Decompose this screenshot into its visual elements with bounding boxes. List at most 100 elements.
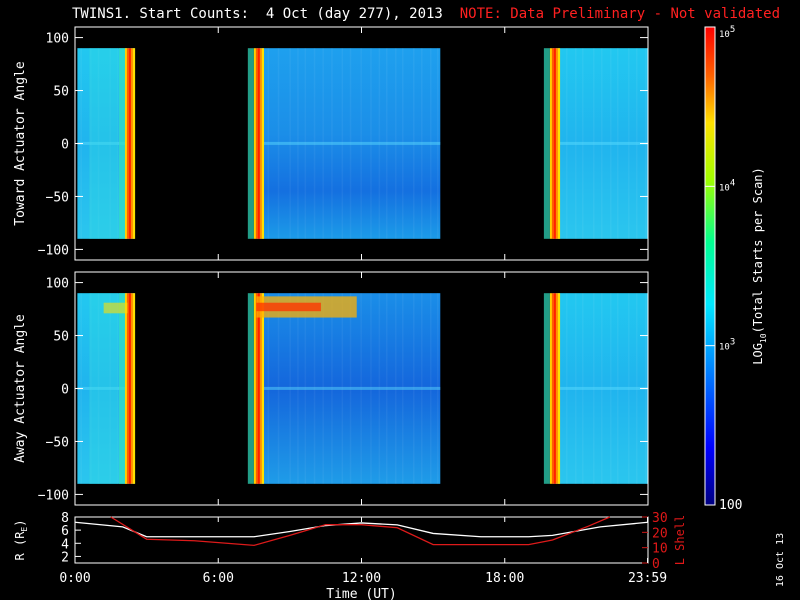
away-spin-spike-band (551, 293, 555, 484)
toward-texture-stripe (331, 48, 333, 239)
toward-texture-stripe (617, 48, 619, 239)
toward-segment (256, 48, 441, 239)
toward-spin-spike-band (253, 48, 257, 239)
away-spin-spike-band (124, 293, 128, 484)
figure-title: TWINS1. Start Counts: 4 Oct (day 277), 2… (72, 6, 780, 22)
orbit-lshell-line (110, 516, 611, 547)
away-texture-stripe (331, 293, 333, 484)
away-texture-stripe (289, 293, 291, 484)
away-spin-spike-band (261, 293, 265, 484)
away-texture-stripe (97, 293, 100, 484)
toward-spin-spike-glow (247, 48, 254, 239)
orbit-right-tick-label: 0 (652, 557, 660, 572)
away-ytick-label: 50 (53, 330, 69, 345)
toward-zero-band (256, 141, 441, 145)
away-spin-spike-band (253, 293, 257, 484)
toward-texture-stripe (628, 48, 630, 239)
orbit-left-tick-label: 8 (61, 511, 69, 526)
toward-texture-stripe (360, 48, 362, 239)
toward-texture-stripe (304, 48, 307, 239)
away-spin-spike-band (132, 293, 136, 484)
away-texture-stripe (313, 293, 316, 484)
toward-texture-stripe (267, 48, 270, 239)
colorbar-tick-base: 10 (719, 343, 730, 353)
orbit-left-label-end: ) (13, 520, 27, 527)
colorbar-label: LOG10(Total Starts per Scan) (751, 167, 768, 365)
away-spin-spike-band (257, 293, 261, 484)
away-texture-stripe (297, 293, 299, 484)
toward-texture-stripe (636, 48, 638, 239)
away-spin-spike-band (126, 293, 130, 484)
toward-spin-spike-band (132, 48, 136, 239)
toward-texture-stripe (437, 48, 439, 239)
colorbar-label-main: LOG (751, 343, 765, 365)
toward-zero-band (77, 141, 135, 145)
away-texture-stripe (617, 293, 619, 484)
away-texture-stripe (437, 293, 439, 484)
toward-texture-stripe (566, 48, 568, 239)
toward-segment (552, 48, 648, 239)
orbit-left-tick-label: 6 (61, 524, 69, 539)
away-high-band-left (103, 302, 128, 314)
away-spin-spike-band (549, 293, 553, 484)
away-green-tint (89, 293, 118, 484)
toward-ytick-label: 50 (53, 85, 69, 100)
away-spin-spike-glow (118, 293, 125, 484)
orbit-left-label: R (RE) (13, 520, 29, 561)
toward-texture-stripe (277, 48, 280, 239)
toward-texture-stripe (109, 48, 111, 239)
away-texture-stripe (395, 293, 397, 484)
away-texture-stripe (575, 293, 577, 484)
away-texture-stripe (277, 293, 280, 484)
away-heatmap (77, 293, 648, 484)
orbit-left-label-sub: E (20, 527, 29, 532)
away-texture-stripe (341, 293, 344, 484)
away-texture-stripe (421, 293, 423, 484)
orbit-xtick-label: 0:00 (59, 571, 90, 586)
away-spin-spike-band (130, 293, 134, 484)
toward-ytick-label: 100 (46, 32, 69, 47)
away-spin-spike-band (259, 293, 263, 484)
away-spin-spike-glow (247, 293, 254, 484)
toward-texture-stripe (421, 48, 423, 239)
away-texture-stripe (582, 293, 584, 484)
toward-spin-spike-band (124, 48, 128, 239)
orbit-right-tick-label: 20 (652, 526, 668, 541)
away-texture-stripe (386, 293, 388, 484)
away-ytick-label: −100 (38, 488, 69, 503)
away-spin-spike-glow (543, 293, 550, 484)
toward-spin-spike-band (549, 48, 553, 239)
toward-texture-stripe (575, 48, 577, 239)
away-ytick-label: −50 (46, 435, 69, 450)
toward-texture-stripe (117, 48, 119, 239)
orbit-left-label-main: R (R (13, 531, 27, 561)
toward-texture-stripe (289, 48, 291, 239)
away-texture-stripe (593, 293, 595, 484)
toward-spin-spike-band (555, 48, 559, 239)
toward-spin-spike-band (255, 48, 259, 239)
away-zero-band (256, 386, 441, 390)
toward-ylabel: Toward Actuator Angle (13, 61, 28, 226)
toward-spin-spike-band (128, 48, 132, 239)
orbit-xtick-label: 23:59 (628, 571, 667, 586)
away-texture-stripe (430, 293, 432, 484)
toward-spin-spike-band (259, 48, 263, 239)
toward-texture-stripe (402, 48, 404, 239)
away-texture-stripe (402, 293, 404, 484)
orbit-xlabel: Time (UT) (326, 587, 396, 600)
toward-texture-stripe (395, 48, 397, 239)
toward-texture-stripe (97, 48, 100, 239)
away-texture-stripe (628, 293, 630, 484)
colorbar-tick-base: 10 (719, 30, 730, 40)
toward-spin-spike-band (257, 48, 261, 239)
colorbar-tick-label: 105 (719, 25, 735, 40)
colorbar-tick-label: 104 (719, 178, 735, 193)
colorbar-tick-exp: 3 (730, 338, 735, 348)
toward-texture-stripe (593, 48, 595, 239)
toward-ytick-label: −50 (46, 190, 69, 205)
toward-texture-stripe (386, 48, 388, 239)
orbit-right-label: L Shell (673, 515, 687, 566)
toward-texture-stripe (370, 48, 372, 239)
toward-spin-spike-band (126, 48, 130, 239)
